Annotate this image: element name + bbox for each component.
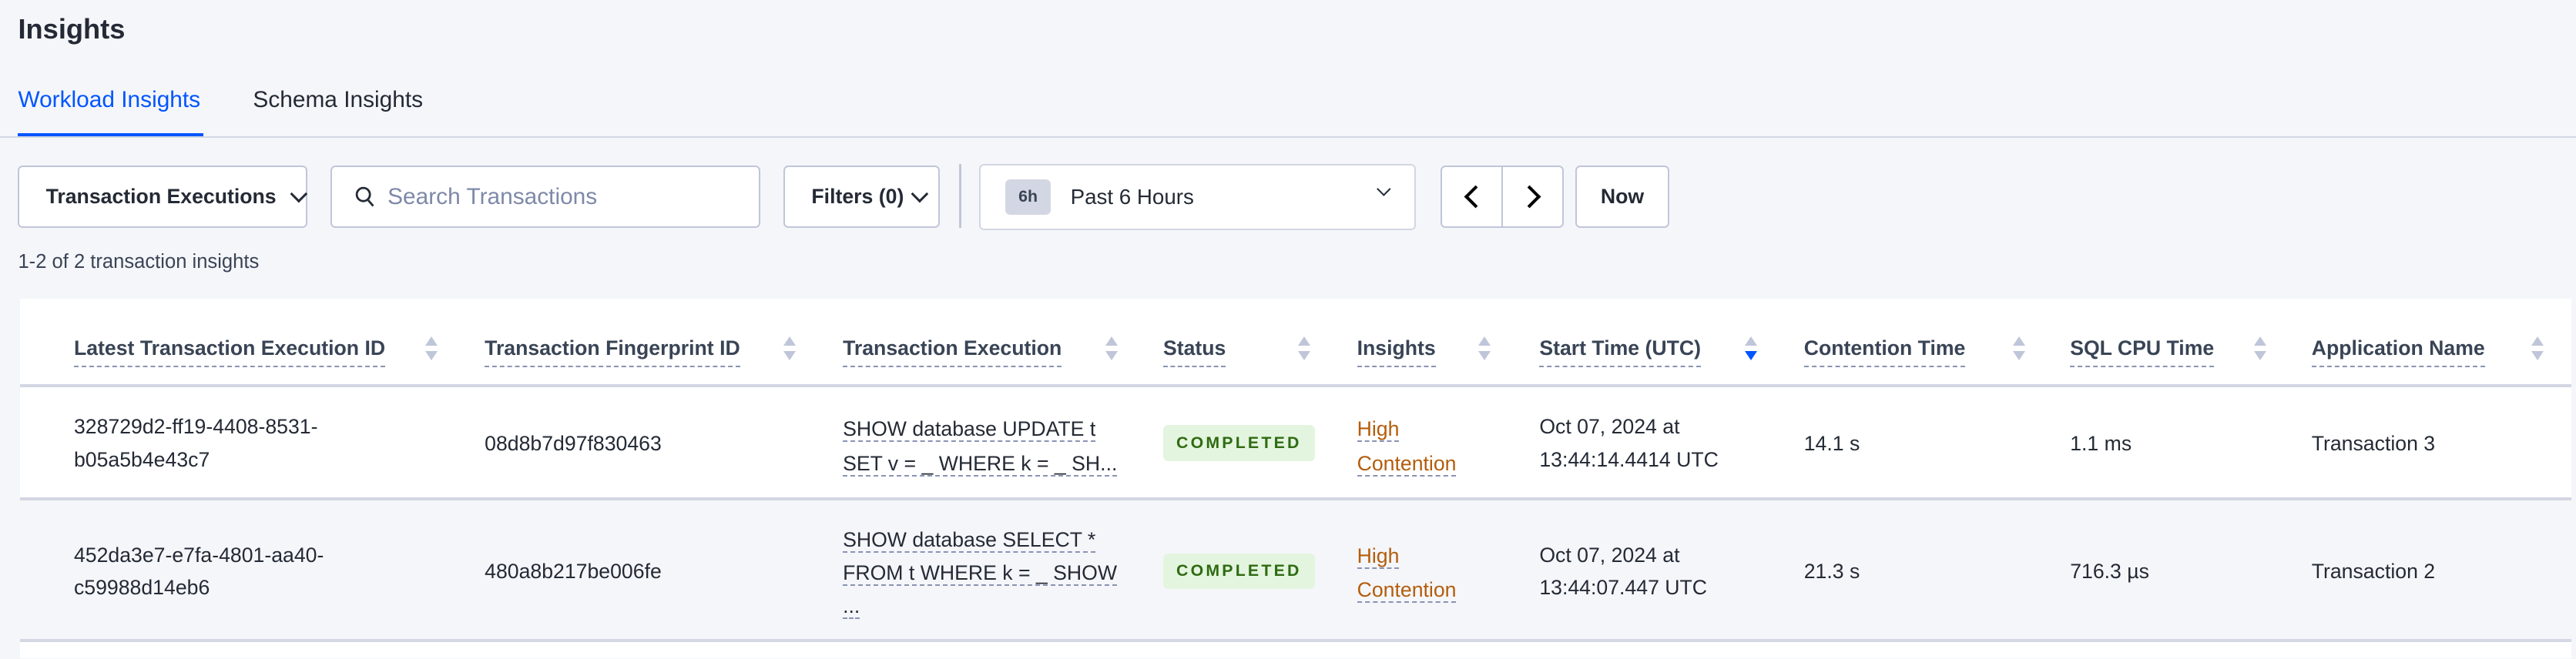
tab-schema-insights[interactable]: Schema Insights bbox=[253, 87, 424, 113]
toolbar-divider bbox=[959, 164, 961, 229]
start-time-cell: Oct 07, 2024 at 13:44:07.447 UTC bbox=[1539, 539, 1707, 604]
column-header-sql-cpu-time[interactable]: SQL CPU Time bbox=[2070, 336, 2215, 367]
start-time: 13:44:14.4414 UTC bbox=[1539, 447, 1719, 471]
chevron-down-icon bbox=[290, 185, 307, 202]
sort-icon[interactable] bbox=[783, 336, 797, 360]
now-button[interactable]: Now bbox=[1575, 166, 1669, 229]
application-name-cell: Transaction 3 bbox=[2311, 431, 2436, 455]
view-select-dropdown[interactable]: Transaction Executions bbox=[18, 166, 307, 229]
filters-label: Filters (0) bbox=[811, 185, 904, 209]
start-time-cell: Oct 07, 2024 at 13:44:14.4414 UTC bbox=[1539, 410, 1719, 476]
column-header-execution-id[interactable]: Latest Transaction Execution ID bbox=[73, 336, 386, 367]
execution-id-line: 328729d2-ff19-4408-8531- bbox=[73, 415, 318, 439]
query-line: FROM t WHERE k = _ SHOW bbox=[843, 560, 1118, 586]
execution-id-cell[interactable]: 452da3e7-e7fa-4801-aa40- c59988d14eb6 bbox=[74, 539, 324, 604]
insight-link[interactable]: High Contention bbox=[1357, 539, 1457, 608]
status-badge: COMPLETED bbox=[1162, 553, 1315, 590]
view-select-label: Transaction Executions bbox=[45, 185, 277, 209]
sql-cpu-time-cell: 1.1 ms bbox=[2070, 431, 2132, 455]
chevron-down-icon bbox=[1376, 182, 1390, 196]
contention-time-cell: 21.3 s bbox=[1803, 559, 1860, 583]
time-range-badge: 6h bbox=[1005, 179, 1052, 216]
row-divider bbox=[19, 638, 2571, 642]
query-line: SET v = _ WHERE k = _ SH... bbox=[843, 452, 1118, 477]
search-icon bbox=[355, 186, 374, 207]
sort-icon[interactable] bbox=[2254, 336, 2267, 360]
tab-workload-insights[interactable]: Workload Insights bbox=[18, 87, 201, 113]
start-date: Oct 07, 2024 at bbox=[1539, 415, 1680, 439]
next-time-button[interactable] bbox=[1501, 166, 1565, 229]
result-count: 1-2 of 2 transaction insights bbox=[18, 251, 260, 273]
contention-time-cell: 14.1 s bbox=[1803, 431, 1860, 455]
insight-link[interactable]: High Contention bbox=[1357, 412, 1457, 481]
start-time: 13:44:07.447 UTC bbox=[1539, 576, 1708, 600]
column-header-status[interactable]: Status bbox=[1162, 336, 1226, 367]
transaction-query-cell[interactable]: SHOW database SELECT * FROM t WHERE k = _… bbox=[843, 524, 1118, 622]
sort-icon[interactable] bbox=[425, 336, 438, 360]
search-placeholder: Search Transactions bbox=[387, 183, 598, 209]
insight-line: High bbox=[1357, 544, 1400, 569]
sql-cpu-time-cell: 716.3 µs bbox=[2070, 559, 2149, 583]
fingerprint-cell[interactable]: 480a8b217be006fe bbox=[485, 559, 662, 583]
row-divider bbox=[19, 497, 2571, 501]
column-header-fingerprint-id[interactable]: Transaction Fingerprint ID bbox=[485, 336, 740, 367]
query-line: ... bbox=[843, 594, 860, 619]
chevron-left-icon bbox=[1464, 186, 1488, 209]
execution-id-line: c59988d14eb6 bbox=[73, 576, 210, 600]
sort-icon[interactable] bbox=[1297, 336, 1311, 360]
sort-icon[interactable] bbox=[2531, 336, 2544, 360]
query-line: SHOW database SELECT * bbox=[843, 528, 1096, 554]
search-input[interactable]: Search Transactions bbox=[330, 166, 761, 229]
column-header-contention-time[interactable]: Contention Time bbox=[1803, 336, 1966, 367]
active-tab-indicator bbox=[18, 132, 204, 136]
sort-descending-icon[interactable] bbox=[1744, 336, 1758, 360]
previous-time-button[interactable] bbox=[1441, 166, 1504, 229]
chevron-right-icon bbox=[1518, 186, 1541, 209]
fingerprint-cell[interactable]: 08d8b7d97f830463 bbox=[485, 431, 662, 455]
sort-icon[interactable] bbox=[1105, 336, 1119, 360]
page-title: Insights bbox=[18, 13, 126, 45]
insight-line: Contention bbox=[1357, 578, 1457, 604]
transaction-query-cell[interactable]: SHOW database UPDATE t SET v = _ WHERE k … bbox=[843, 412, 1118, 481]
time-range-label: Past 6 Hours bbox=[1070, 184, 1194, 209]
header-divider bbox=[19, 384, 2571, 388]
query-line: SHOW database UPDATE t bbox=[843, 417, 1096, 443]
start-date: Oct 07, 2024 at bbox=[1539, 543, 1680, 567]
column-header-application-name[interactable]: Application Name bbox=[2311, 336, 2485, 367]
execution-id-cell[interactable]: 328729d2-ff19-4408-8531- b05a5b4e43c7 bbox=[74, 410, 318, 476]
application-name-cell: Transaction 2 bbox=[2311, 559, 2436, 583]
status-badge: COMPLETED bbox=[1162, 425, 1315, 461]
execution-id-line: b05a5b4e43c7 bbox=[73, 447, 210, 471]
tabs-divider bbox=[0, 136, 2576, 139]
insight-line: Contention bbox=[1357, 452, 1457, 477]
insight-line: High bbox=[1357, 417, 1400, 443]
sort-icon[interactable] bbox=[2012, 336, 2026, 360]
column-header-insights[interactable]: Insights bbox=[1357, 336, 1436, 367]
now-label: Now bbox=[1600, 185, 1645, 209]
execution-id-line: 452da3e7-e7fa-4801-aa40- bbox=[73, 543, 324, 567]
chevron-down-icon bbox=[911, 185, 929, 202]
sort-icon[interactable] bbox=[1478, 336, 1491, 360]
filters-button[interactable]: Filters (0) bbox=[783, 166, 940, 229]
column-header-transaction-execution[interactable]: Transaction Execution bbox=[843, 336, 1062, 367]
column-header-start-time[interactable]: Start Time (UTC) bbox=[1539, 336, 1702, 367]
time-range-select[interactable]: 6h Past 6 Hours bbox=[979, 164, 1417, 230]
